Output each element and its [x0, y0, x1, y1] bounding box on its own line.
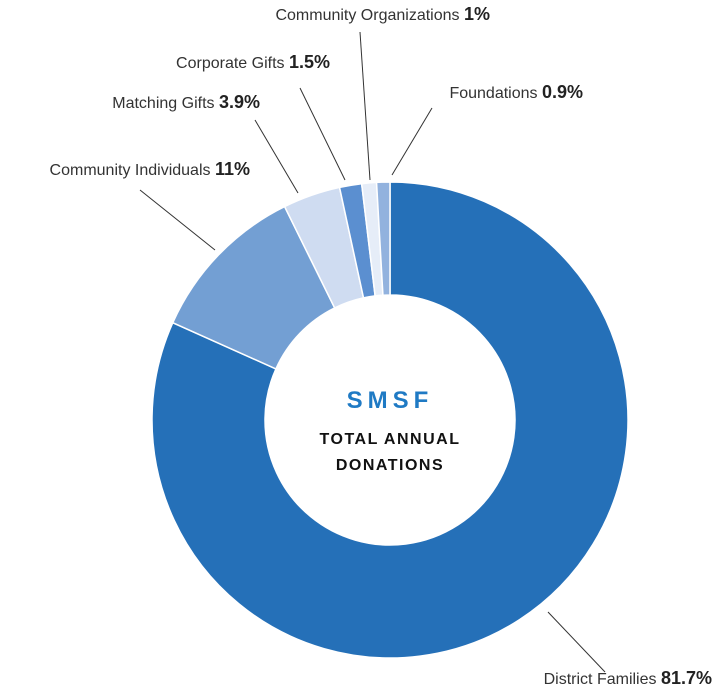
slice-name: Foundations [449, 85, 537, 102]
donut-slice [375, 181, 391, 296]
slice-value: 3.9% [219, 92, 260, 112]
slice-name: Corporate Gifts [176, 55, 284, 72]
leader-line [359, 31, 371, 181]
center-title: SMSF [347, 387, 434, 414]
slice-value: 0.9% [542, 82, 583, 102]
leader-line [254, 119, 299, 194]
center-subtitle: TOTAL ANNUAL [320, 431, 461, 448]
leader-line [299, 87, 346, 181]
slice-value: 1.5% [289, 52, 330, 72]
slice-label: District Families 81.7% [544, 668, 712, 688]
center-subtitle: DONATIONS [336, 457, 444, 474]
slice-value: 81.7% [661, 668, 712, 688]
leader-line [547, 611, 606, 673]
slice-label: Corporate Gifts 1.5% [176, 52, 330, 72]
slice-label: Community Organizations 1% [275, 4, 490, 24]
slice-label: Community Individuals 11% [50, 159, 250, 179]
slice-label: Foundations 0.9% [449, 82, 583, 102]
slice-label: Matching Gifts 3.9% [112, 92, 260, 112]
slice-value: 11% [215, 159, 250, 179]
slice-name: Community Individuals [50, 162, 211, 179]
slice-name: Community Organizations [275, 7, 459, 24]
slice-name: District Families [544, 671, 657, 688]
slice-name: Matching Gifts [112, 95, 214, 112]
slice-value: 1% [464, 4, 490, 24]
donut-slice [151, 181, 629, 659]
leader-line [139, 189, 216, 251]
leader-line [391, 107, 433, 176]
